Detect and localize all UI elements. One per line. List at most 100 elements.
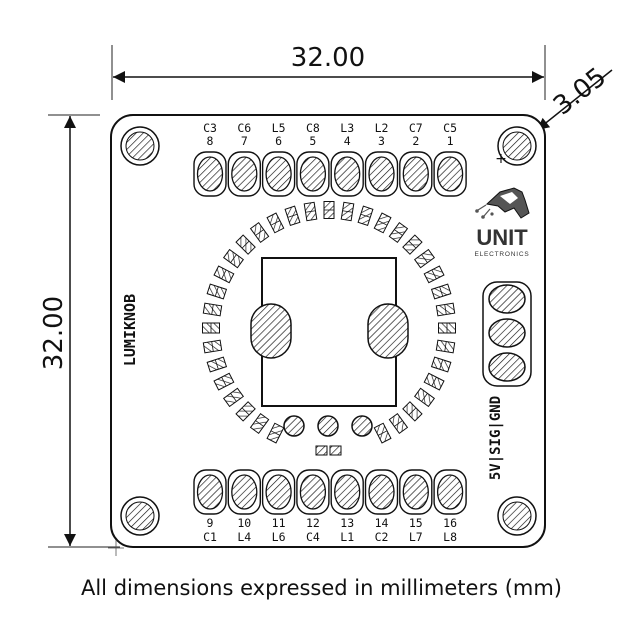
pin-label-bottom-1-b: C1 <box>203 530 217 544</box>
pin-label-bottom-7: 15 <box>409 516 423 530</box>
pin-label-top-3-b: 6 <box>275 134 282 148</box>
header-pin-pad <box>436 156 464 192</box>
width-dimension: 32.00 <box>111 43 546 100</box>
mounting-hole <box>120 496 160 536</box>
header-pin-outline <box>227 469 262 515</box>
pin-label-bottom-7-b: L7 <box>409 530 423 544</box>
pin-label-top-1-b: 8 <box>207 134 214 148</box>
led-pad <box>413 248 436 269</box>
corner-value: 3.05 <box>548 62 612 121</box>
led-pad <box>388 221 409 244</box>
mounting-hole <box>120 126 160 166</box>
led-pad <box>388 412 409 435</box>
header-pin-pad <box>334 156 361 192</box>
header-pin-outline <box>296 151 330 197</box>
header-pin-pad <box>436 474 464 510</box>
header-pin-outline <box>261 151 296 197</box>
logo-text: UNIT <box>476 225 528 250</box>
header-pin-pad <box>231 474 258 510</box>
header-pin-pad <box>368 474 395 510</box>
power-pad <box>488 352 526 382</box>
header-pin-pad <box>368 156 395 192</box>
led-pad <box>284 205 301 227</box>
encoder-pin <box>283 415 305 437</box>
header-pin-outline <box>433 151 467 197</box>
header-pin-outline <box>364 151 399 197</box>
pin-label-top-6: L2 <box>375 121 389 135</box>
led-pad <box>202 339 223 354</box>
pin-label-bottom-8-b: L8 <box>443 530 457 544</box>
led-pad <box>413 387 436 408</box>
pin-label-bottom-4-b: C4 <box>306 530 320 544</box>
led-pad <box>235 234 256 255</box>
header-pin-outline <box>399 151 433 197</box>
header-pin-outline <box>330 151 364 197</box>
header-pin-pad <box>299 156 327 192</box>
smd-pad <box>315 445 328 456</box>
led-pad <box>373 212 392 234</box>
led-pad <box>206 356 228 373</box>
led-pad <box>430 283 452 300</box>
pin-label-top-3: L5 <box>272 121 286 135</box>
unit-electronics-logo: UNIT ELECTRONICS <box>474 187 530 258</box>
power-pad <box>488 318 526 348</box>
pin-label-top-5-b: 4 <box>344 134 351 148</box>
mounting-holes <box>120 126 537 536</box>
led-pad <box>249 221 270 244</box>
bottom-header-pads <box>193 469 467 515</box>
header-pin-pad <box>402 156 429 192</box>
smd-pad <box>329 445 342 456</box>
pin-label-top-4: C8 <box>306 121 320 135</box>
header-pin-outline <box>261 469 296 515</box>
led-pad <box>266 212 285 234</box>
pin-label-bottom-8: 16 <box>443 516 457 530</box>
led-pad <box>402 234 423 255</box>
pin-label-bottom-1: 9 <box>207 516 214 530</box>
pin-label-top-6-b: 3 <box>378 134 385 148</box>
corner-dimension: 3.05 <box>536 62 613 131</box>
led-pad <box>430 356 452 373</box>
encoder-pin <box>351 415 373 437</box>
led-pad <box>423 265 445 284</box>
header-pin-pad <box>231 156 258 192</box>
pin-label-top-7: C7 <box>409 121 423 135</box>
height-dimension: 32.00 <box>39 114 120 548</box>
pin-label-top-8: C5 <box>443 121 457 135</box>
encoder-mount-pad <box>250 303 292 359</box>
header-pin-pad <box>265 474 292 510</box>
mounting-hole <box>497 496 537 536</box>
pin-label-bottom-6-b: C2 <box>375 530 389 544</box>
led-pad <box>249 412 270 435</box>
led-pad <box>323 201 335 219</box>
pin-label-top-5: L3 <box>340 121 354 135</box>
pin-label-bottom-2: 10 <box>237 516 251 530</box>
logo-icon <box>475 187 530 219</box>
board-outline <box>110 114 546 548</box>
power-pins-label: 5V|SIG|GND <box>488 396 504 480</box>
led-ring <box>202 201 456 444</box>
led-pad <box>222 387 245 408</box>
mounting-hole <box>497 126 537 166</box>
header-pin-outline <box>296 469 330 515</box>
power-pad <box>488 284 526 314</box>
header-pin-outline <box>399 469 433 515</box>
header-pin-pad <box>196 474 224 510</box>
pin-label-top-8-b: 1 <box>447 134 454 148</box>
pin-label-top-4-b: 5 <box>309 134 316 148</box>
logo-subtext: ELECTRONICS <box>474 251 529 258</box>
led-pad <box>235 401 256 422</box>
top-header-labels: C38 C67 L56 C85 L34 L23 C72 C51 <box>203 121 457 148</box>
pin-label-bottom-2-b: L4 <box>237 530 251 544</box>
top-header: C38 C67 L56 C85 L34 L23 C72 C51 <box>193 121 467 197</box>
plus-mark: + <box>495 151 507 167</box>
led-pad <box>435 302 456 317</box>
header-pin-outline <box>193 151 227 197</box>
encoder-mount-pad <box>367 303 409 359</box>
origin-mark <box>108 540 124 556</box>
led-pad <box>213 265 235 284</box>
header-pin-outline <box>364 469 399 515</box>
pin-label-bottom-4: 12 <box>306 516 320 530</box>
